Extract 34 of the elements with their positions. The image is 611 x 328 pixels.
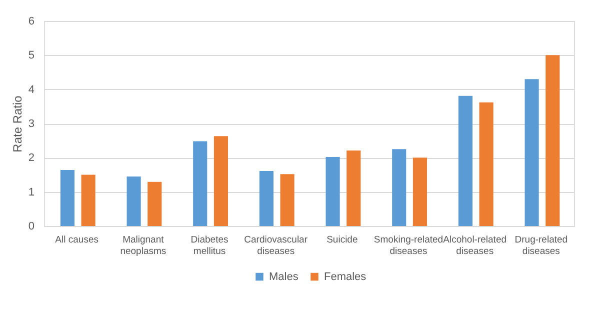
bar (280, 174, 294, 226)
legend-label: Females (324, 270, 367, 283)
y-tick-label: 5 (28, 50, 34, 62)
bar (60, 170, 74, 226)
x-tick-label: Suicide (326, 234, 358, 246)
x-tick-label: Drug-related diseases (514, 234, 568, 257)
x-tick-label: Alcohol-related diseases (443, 234, 507, 257)
bar (392, 149, 406, 226)
x-tick-label: Diabetes mellitus (190, 234, 228, 257)
legend-label: Males (269, 270, 299, 283)
bar (458, 96, 472, 226)
bar (412, 158, 427, 226)
bar (148, 182, 162, 226)
bar (326, 156, 340, 226)
y-tick-label: 0 (28, 220, 34, 232)
x-tick-label: Cardiovascular diseases (244, 234, 308, 257)
x-tick-label: Malignant neoplasms (120, 234, 166, 257)
y-tick-label: 6 (28, 16, 34, 28)
bar (126, 176, 141, 226)
bar (479, 102, 494, 226)
y-tick-label: 4 (28, 84, 34, 96)
y-axis-title: Rate Ratio (10, 95, 24, 152)
x-tick-label: Smoking-related diseases (374, 234, 444, 257)
bar (81, 174, 96, 226)
bar (524, 79, 539, 226)
y-tick-label: 3 (28, 118, 34, 130)
x-tick-label: All causes (55, 234, 99, 246)
bar (193, 141, 208, 226)
y-tick-label: 2 (28, 152, 34, 164)
bar (214, 136, 228, 226)
y-tick-label: 1 (28, 186, 34, 198)
bar (346, 150, 361, 226)
bar (546, 55, 560, 226)
bar (259, 170, 274, 226)
